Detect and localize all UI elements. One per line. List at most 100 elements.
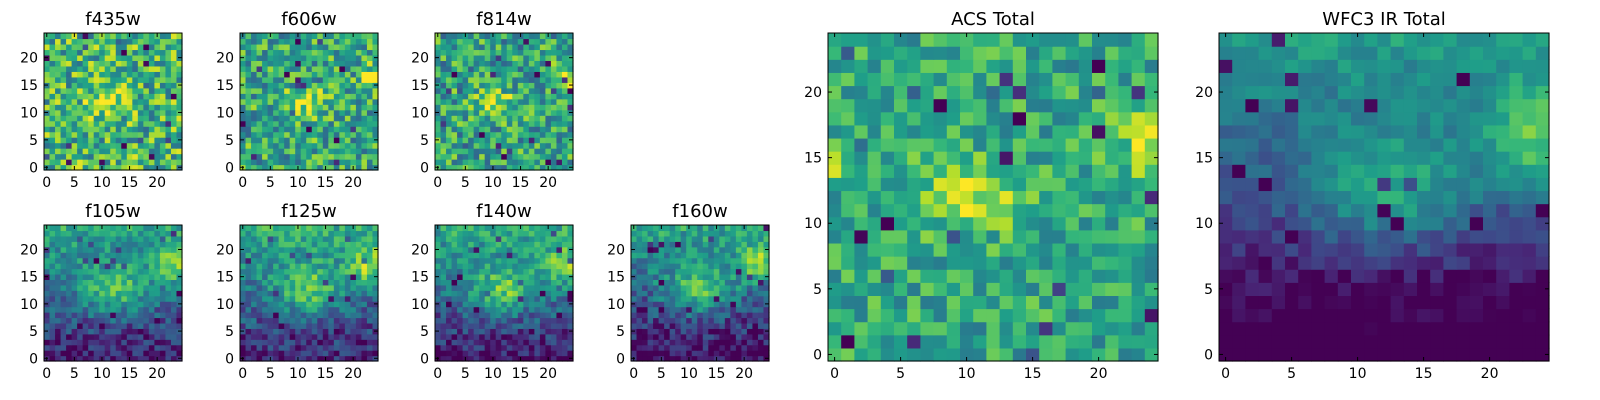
heatmap-cell bbox=[550, 71, 558, 78]
heatmap-cell bbox=[361, 225, 368, 232]
heatmap-cell bbox=[322, 301, 329, 308]
heatmap-cell bbox=[473, 322, 480, 329]
heatmap-cell bbox=[523, 350, 530, 357]
heatmap-cell bbox=[333, 71, 340, 78]
heatmap-cell bbox=[93, 131, 100, 138]
heatmap-cell bbox=[339, 268, 346, 275]
heatmap-cell bbox=[960, 190, 974, 205]
heatmap-cell bbox=[311, 230, 318, 237]
heatmap-cell bbox=[278, 328, 285, 335]
heatmap-cell bbox=[350, 109, 357, 116]
heatmap-cell bbox=[289, 71, 296, 78]
heatmap-cell bbox=[1039, 242, 1053, 257]
heatmap-cell bbox=[93, 235, 100, 242]
heatmap-cell bbox=[506, 131, 513, 138]
heatmap-cell bbox=[561, 65, 569, 72]
heatmap-cell bbox=[730, 268, 737, 275]
heatmap-cell bbox=[132, 71, 139, 78]
heatmap-cell bbox=[484, 284, 491, 291]
heatmap-cell bbox=[567, 65, 574, 72]
heatmap-cell bbox=[484, 109, 491, 116]
heatmap-cell bbox=[512, 257, 519, 264]
heatmap-cell bbox=[512, 339, 519, 346]
heatmap-cell bbox=[735, 333, 742, 340]
heatmap-cell bbox=[1131, 256, 1146, 270]
heatmap-cell bbox=[148, 142, 155, 149]
heatmap-cell bbox=[462, 148, 469, 155]
heatmap-cell bbox=[440, 295, 447, 302]
heatmap-cell bbox=[468, 295, 475, 302]
heatmap-cell bbox=[170, 131, 178, 138]
heatmap-cell bbox=[435, 71, 442, 78]
heatmap-cell bbox=[126, 268, 133, 275]
heatmap-cell bbox=[361, 38, 368, 45]
heatmap-cell bbox=[440, 317, 447, 324]
heatmap-cell bbox=[55, 241, 62, 248]
heatmap-cell bbox=[473, 126, 480, 133]
heatmap-cell bbox=[240, 142, 247, 149]
heatmap-cell bbox=[99, 257, 106, 264]
heatmap-cell bbox=[49, 279, 56, 286]
heatmap-cell bbox=[479, 235, 486, 242]
heatmap-cell bbox=[479, 60, 486, 67]
heatmap-cell bbox=[126, 49, 133, 56]
heatmap-cell bbox=[545, 344, 552, 351]
heatmap-cell bbox=[240, 43, 247, 51]
heatmap-cell bbox=[517, 76, 524, 83]
heatmap-cell bbox=[523, 142, 530, 149]
heatmap-cell bbox=[350, 344, 357, 351]
heatmap-cell bbox=[132, 131, 139, 138]
heatmap-cell bbox=[446, 290, 453, 297]
heatmap-cell bbox=[713, 268, 720, 275]
heatmap-cell bbox=[306, 159, 313, 166]
heatmap-cell bbox=[82, 54, 89, 61]
heatmap-cell bbox=[256, 54, 263, 61]
heatmap-cell bbox=[366, 76, 374, 83]
heatmap-cell bbox=[1144, 282, 1159, 296]
heatmap-cell bbox=[55, 131, 62, 138]
heatmap-cell bbox=[372, 306, 379, 313]
heatmap-cell bbox=[907, 308, 921, 323]
heatmap-cell bbox=[295, 49, 302, 56]
heatmap-cell bbox=[986, 203, 1001, 218]
heatmap-cell bbox=[763, 230, 770, 237]
heatmap-cell bbox=[137, 328, 144, 335]
heatmap-cell bbox=[311, 333, 318, 340]
heatmap-cell bbox=[724, 350, 731, 357]
heatmap-cell bbox=[121, 246, 128, 253]
heatmap-cell bbox=[435, 148, 442, 155]
heatmap-cell bbox=[462, 93, 469, 100]
heatmap-cell bbox=[680, 317, 687, 324]
heatmap-cell bbox=[104, 328, 111, 335]
heatmap-cell bbox=[143, 279, 150, 286]
heatmap-cell bbox=[730, 263, 737, 270]
heatmap-cell bbox=[1118, 190, 1133, 205]
heatmap-cell bbox=[545, 339, 552, 346]
x-tick-label: 0 bbox=[433, 366, 442, 382]
heatmap-cell bbox=[256, 115, 263, 122]
heatmap-cell bbox=[440, 104, 447, 111]
heatmap-cell bbox=[361, 137, 368, 144]
heatmap-cell bbox=[561, 93, 569, 100]
heatmap-cell bbox=[154, 301, 161, 308]
heatmap-cell bbox=[176, 93, 183, 100]
heatmap-cell bbox=[501, 54, 508, 61]
heatmap-cell bbox=[322, 148, 329, 155]
heatmap-cell bbox=[741, 252, 748, 259]
heatmap-cell bbox=[99, 65, 106, 72]
heatmap-cell bbox=[691, 301, 698, 308]
heatmap-cell bbox=[355, 87, 363, 94]
heatmap-cell bbox=[350, 246, 357, 253]
heatmap-cell bbox=[88, 322, 95, 329]
heatmap-cell bbox=[77, 60, 84, 67]
heatmap-cell bbox=[691, 246, 698, 253]
heatmap-cell bbox=[479, 33, 486, 40]
heatmap-cell bbox=[517, 230, 524, 237]
heatmap-cell bbox=[539, 164, 546, 171]
heatmap-cell bbox=[317, 317, 324, 324]
heatmap-cell bbox=[328, 290, 335, 297]
heatmap-cell bbox=[658, 273, 665, 280]
heatmap-cell bbox=[284, 268, 291, 275]
heatmap-cell bbox=[99, 49, 106, 56]
heatmap-cell bbox=[104, 284, 111, 291]
